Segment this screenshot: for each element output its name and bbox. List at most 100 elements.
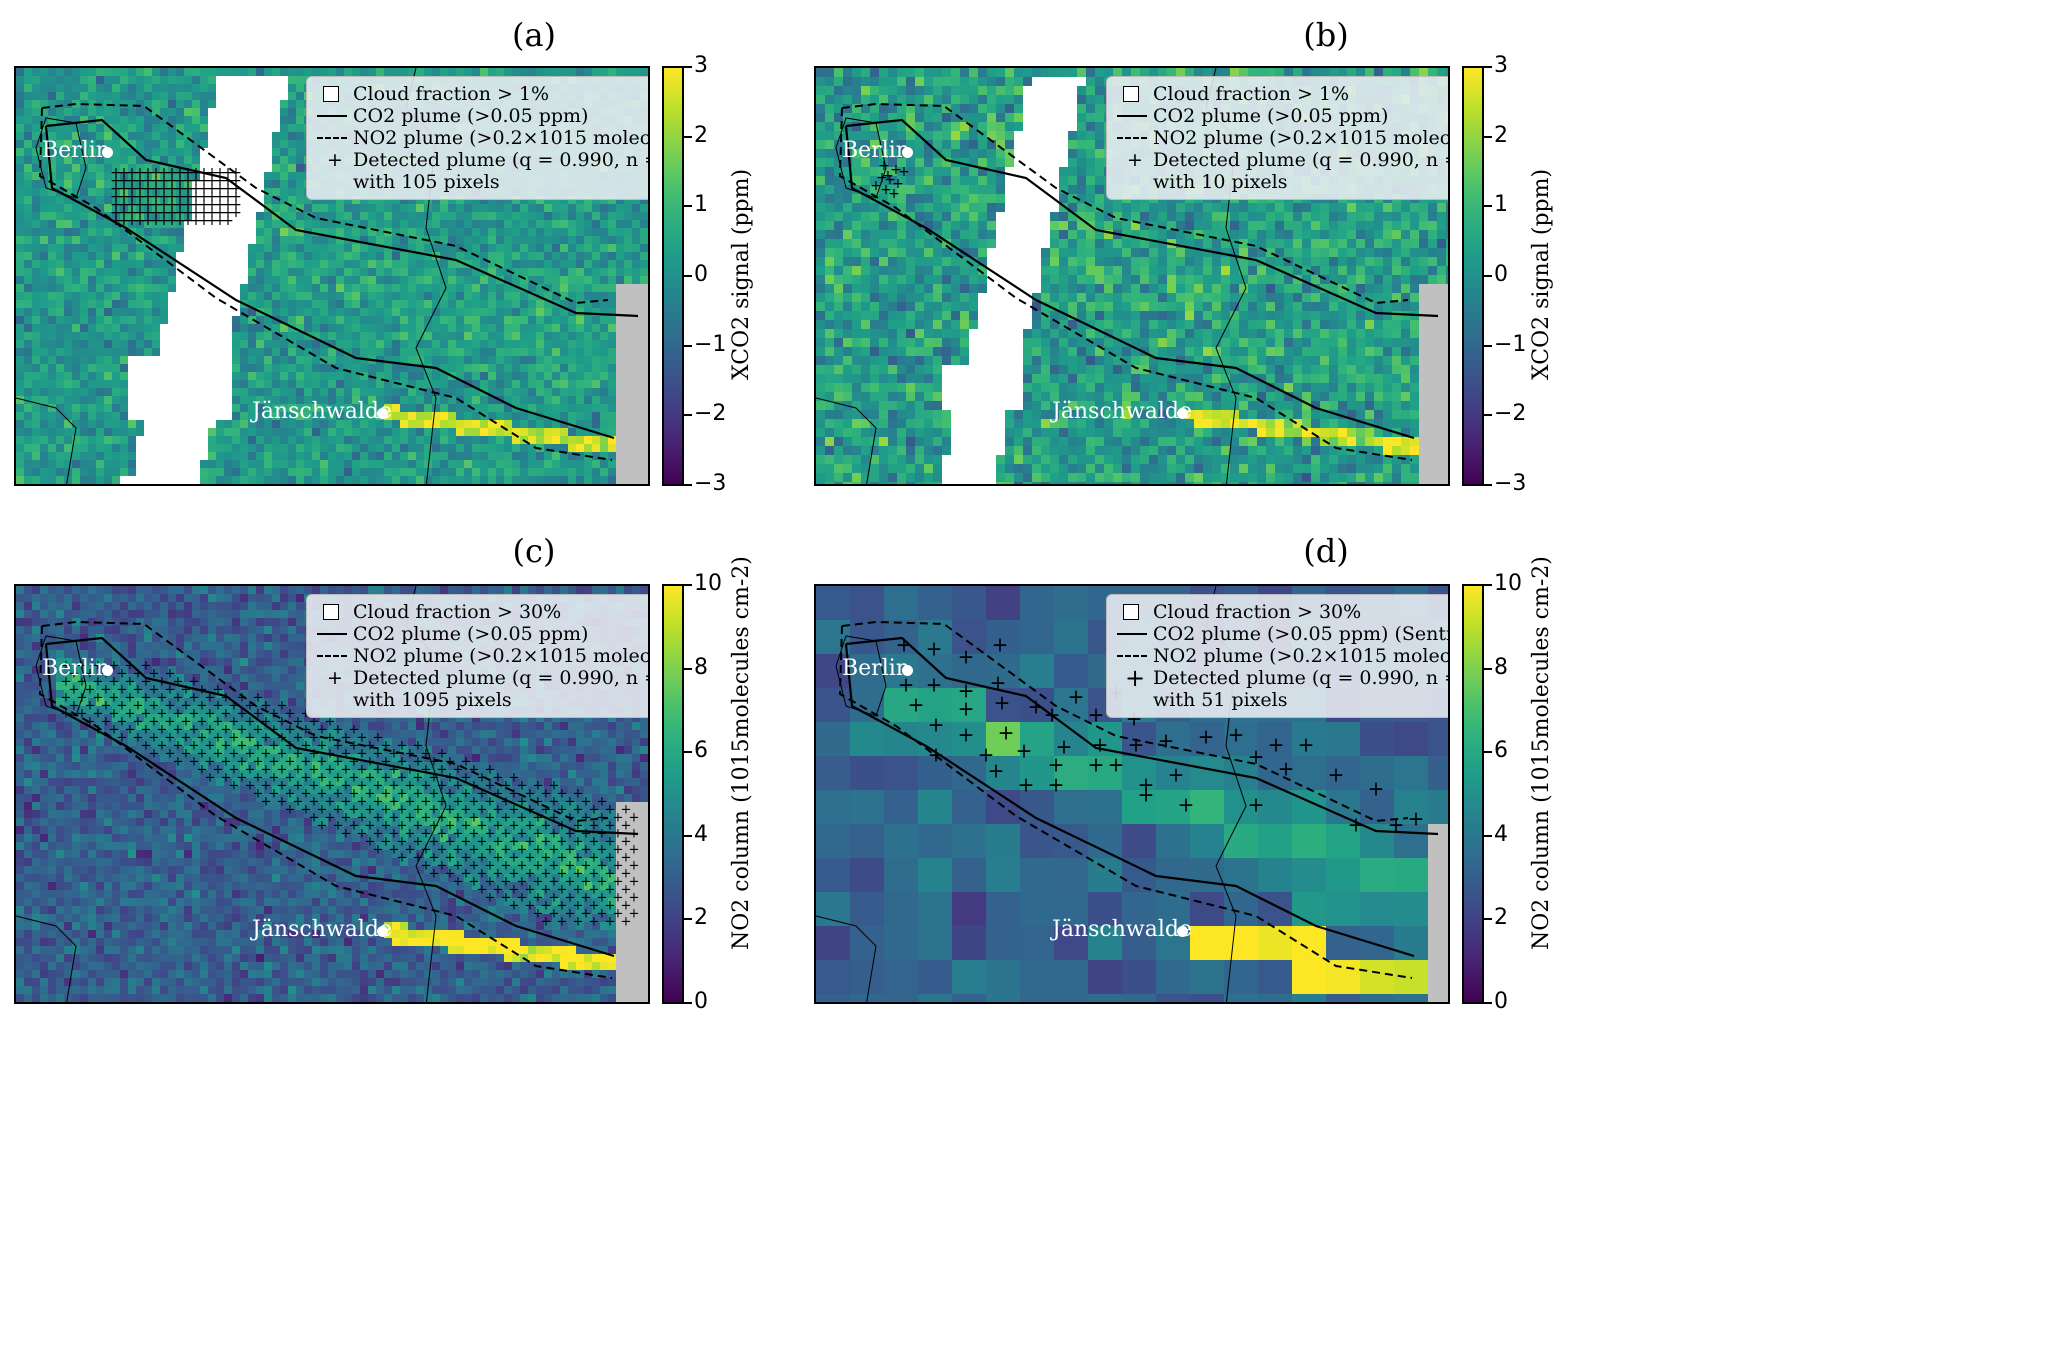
heatmap-cell (576, 268, 585, 277)
heatmap-cell (40, 172, 49, 181)
heatmap-cell (160, 188, 169, 197)
heatmap-cell (296, 452, 305, 461)
heatmap-cell (520, 388, 529, 397)
heatmap-cell (280, 340, 289, 349)
heatmap-cell (88, 228, 97, 237)
heatmap-cell (480, 356, 489, 365)
heatmap-cell (592, 364, 601, 373)
heatmap-cell (464, 444, 473, 453)
heatmap-cell (520, 404, 529, 413)
heatmap-cell (224, 420, 233, 429)
heatmap-cell (400, 428, 409, 437)
heatmap-cell (312, 260, 321, 269)
heatmap-cell (48, 188, 57, 197)
heatmap-cell (48, 420, 57, 429)
heatmap-cell (112, 332, 121, 341)
colorbar-tick-label: 1 (694, 192, 708, 218)
detected-plume-marker: + (118, 213, 130, 229)
heatmap-cell (312, 324, 321, 333)
heatmap-cell (488, 404, 497, 413)
heatmap-cell (176, 244, 185, 253)
heatmap-cell (248, 444, 257, 453)
heatmap-cell (72, 148, 81, 157)
heatmap-cell (208, 220, 217, 229)
heatmap-cell (861, 131, 871, 141)
heatmap-cell (128, 84, 137, 93)
heatmap-cell (312, 244, 321, 253)
heatmap-cell (200, 244, 209, 253)
heatmap-cell (600, 268, 609, 277)
heatmap-cell (576, 468, 585, 477)
heatmap-cell (176, 332, 185, 341)
heatmap-cell (312, 372, 321, 381)
heatmap-cell (1086, 68, 1096, 78)
heatmap-cell (152, 68, 161, 77)
heatmap-cell (152, 260, 161, 269)
heatmap-cell (960, 68, 970, 78)
heatmap-cell (352, 412, 361, 421)
heatmap-cell (168, 108, 177, 117)
heatmap-cell (168, 276, 177, 285)
heatmap-cell (816, 140, 826, 150)
heatmap-cell (280, 284, 289, 293)
heatmap-cell (232, 92, 241, 101)
heatmap-cell (544, 444, 553, 453)
heatmap-cell (272, 244, 281, 253)
heatmap-cell (456, 228, 465, 237)
heatmap-cell (360, 212, 369, 221)
heatmap-cell (608, 476, 617, 484)
heatmap-cell (608, 460, 617, 469)
heatmap-cell (160, 164, 169, 173)
heatmap-cell (576, 380, 585, 389)
heatmap-cell (88, 404, 97, 413)
heatmap-cell (24, 228, 33, 237)
heatmap-cell (816, 77, 826, 87)
heatmap-cell (1086, 104, 1096, 114)
heatmap-cell (504, 460, 513, 469)
heatmap-cell (272, 468, 281, 477)
detected-plume-marker: + (150, 189, 162, 205)
heatmap-cell (296, 124, 305, 133)
heatmap-cell (504, 340, 513, 349)
heatmap-cell (392, 220, 401, 229)
heatmap-cell (336, 212, 345, 221)
heatmap-cell (376, 204, 385, 213)
heatmap-cell (56, 68, 65, 77)
heatmap-cell (96, 396, 105, 405)
heatmap-cell (40, 188, 49, 197)
heatmap-cell (56, 124, 65, 133)
heatmap-cell (552, 388, 561, 397)
heatmap-cell (528, 220, 537, 229)
heatmap-cell (256, 260, 265, 269)
heatmap-cell (152, 444, 161, 453)
heatmap-cell (440, 396, 449, 405)
heatmap-cell (136, 324, 145, 333)
heatmap-cell (344, 228, 353, 237)
heatmap-cell (852, 131, 862, 141)
heatmap-cell (208, 124, 217, 133)
heatmap-cell (104, 428, 113, 437)
heatmap-cell (834, 86, 844, 96)
heatmap-cell (208, 372, 217, 381)
heatmap-cell (264, 220, 273, 229)
heatmap-cell (600, 428, 609, 437)
heatmap-cell (16, 460, 25, 469)
heatmap-cell (48, 396, 57, 405)
heatmap-cell (376, 332, 385, 341)
heatmap-cell (56, 340, 65, 349)
heatmap-cell (376, 308, 385, 317)
heatmap-cell (240, 308, 249, 317)
heatmap-cell (264, 300, 273, 309)
detected-plume-marker: + (198, 213, 210, 229)
heatmap-cell (408, 284, 417, 293)
heatmap-cell (288, 252, 297, 261)
heatmap-cell (424, 452, 433, 461)
heatmap-cell (344, 412, 353, 421)
heatmap-cell (80, 468, 89, 477)
heatmap-cell (456, 292, 465, 301)
heatmap-cell (304, 420, 313, 429)
heatmap-cell (560, 396, 569, 405)
heatmap-cell (504, 332, 513, 341)
heatmap-cell (472, 380, 481, 389)
heatmap-cell (48, 268, 57, 277)
